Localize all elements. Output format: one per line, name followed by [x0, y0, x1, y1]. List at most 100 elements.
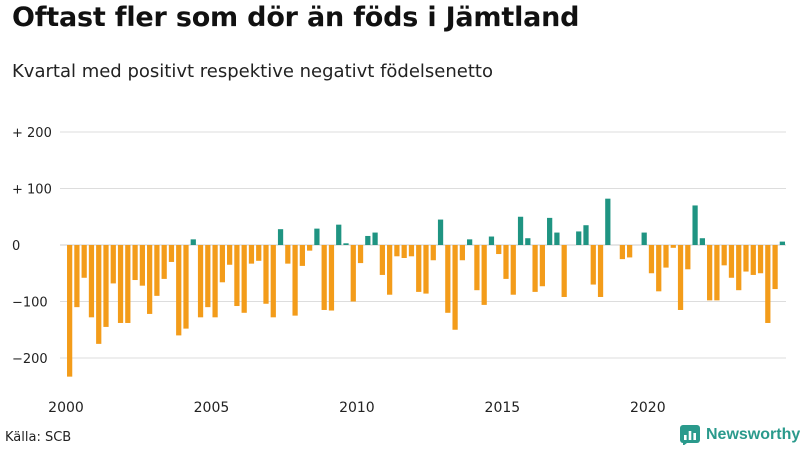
- y-tick-label: −200: [12, 352, 48, 367]
- bar-2005-q1: [212, 245, 218, 318]
- bar-2004-q3: [197, 245, 204, 318]
- bar-2004-q2: [190, 239, 196, 245]
- bar-2015-q3: [517, 216, 524, 245]
- bar-2013-q2: [452, 245, 458, 330]
- bar-2012-q2: [423, 245, 429, 294]
- bar-2002-q4: [147, 245, 153, 314]
- bar-2004-q1: [183, 245, 189, 329]
- y-tick-label: + 100: [12, 183, 52, 198]
- newsworthy-logo-icon: [680, 425, 700, 445]
- bar-2018-q3: [605, 198, 611, 245]
- bar-2024-q2: [772, 245, 778, 290]
- bar-2014-q3: [488, 236, 495, 245]
- bar-2008-q4: [321, 245, 327, 310]
- bar-2010-q2: [365, 235, 371, 245]
- source-note: Källa: SCB: [5, 430, 72, 445]
- chart-subtitle: Kvartal med positivt respektive negativt…: [12, 61, 493, 82]
- bar-2011-q2: [394, 245, 400, 257]
- bar-2007-q4: [292, 245, 298, 316]
- brand-logo: Newsworthy: [680, 425, 800, 445]
- bar-2002-q2: [132, 245, 138, 281]
- bar-2005-q2: [219, 245, 225, 283]
- x-tick-label: 2020: [630, 400, 666, 416]
- bar-2012-q4: [437, 219, 444, 245]
- bar-2020-q3: [663, 245, 669, 268]
- bar-2003-q4: [176, 245, 182, 336]
- bar-2022-q2: [714, 245, 720, 301]
- bar-2009-q3: [343, 243, 349, 245]
- bar-2003-q1: [154, 245, 160, 296]
- bar-2011-q4: [408, 245, 415, 257]
- bar-2021-q2: [685, 245, 691, 270]
- bar-2016-q1: [532, 245, 538, 292]
- bar-2006-q3: [256, 245, 262, 261]
- bar-2023-q1: [736, 245, 742, 291]
- bar-2001-q4: [117, 245, 124, 323]
- bar-2008-q3: [314, 228, 320, 245]
- x-tick-label: 2015: [485, 400, 521, 416]
- bar-2023-q4: [757, 245, 764, 274]
- bar-2006-q1: [241, 245, 247, 313]
- bar-2015-q4: [525, 238, 531, 245]
- bar-2020-q1: [648, 245, 655, 274]
- bar-2010-q1: [357, 245, 364, 264]
- bar-2011-q1: [387, 245, 393, 295]
- bar-2008-q2: [307, 245, 313, 251]
- y-tick-label: −100: [12, 296, 48, 311]
- bar-2004-q4: [205, 245, 211, 308]
- bar-2024-q1: [765, 245, 771, 323]
- bar-2016-q4: [554, 232, 560, 245]
- x-tick-label: 2000: [48, 400, 84, 416]
- bar-2007-q3: [285, 245, 291, 264]
- bar-2015-q1: [503, 245, 509, 279]
- x-tick-label: 2005: [194, 400, 230, 416]
- bar-2019-q1: [619, 245, 625, 260]
- bar-2013-q4: [467, 239, 473, 245]
- bar-2014-q1: [474, 245, 480, 291]
- bar-2017-q4: [583, 225, 589, 245]
- bar-2005-q3: [227, 245, 233, 265]
- bar-2015-q2: [510, 245, 516, 295]
- bar-2020-q2: [656, 245, 662, 292]
- bar-2017-q1: [561, 245, 567, 297]
- bar-2005-q4: [234, 245, 240, 307]
- bar-2010-q4: [379, 245, 385, 275]
- bar-2000-q2: [74, 245, 80, 308]
- bar-2002-q3: [139, 245, 145, 286]
- bar-2016-q3: [547, 217, 553, 245]
- bar-2021-q4: [699, 238, 705, 245]
- bar-2000-q1: [67, 245, 73, 377]
- x-tick-label: 2010: [339, 400, 375, 416]
- bar-2023-q3: [750, 245, 756, 275]
- bar-2022-q1: [707, 245, 713, 301]
- bar-2023-q2: [743, 245, 749, 272]
- bar-2003-q3: [168, 245, 175, 262]
- bar-2009-q4: [350, 245, 356, 302]
- bar-2000-q3: [81, 245, 87, 278]
- bar-2013-q1: [445, 245, 451, 313]
- bar-2007-q1: [270, 245, 276, 318]
- bar-2019-q2: [627, 245, 633, 258]
- bar-2002-q1: [125, 245, 131, 323]
- bar-2006-q2: [248, 245, 255, 264]
- bar-2016-q2: [539, 245, 545, 287]
- bar-2021-q1: [677, 245, 684, 310]
- bar-2014-q2: [481, 245, 487, 305]
- bar-2018-q2: [597, 245, 604, 297]
- bar-2012-q3: [430, 245, 436, 261]
- bar-2008-q1: [299, 245, 305, 266]
- bar-2009-q1: [328, 245, 335, 311]
- bar-2003-q2: [161, 245, 167, 279]
- y-tick-label: + 200: [12, 126, 52, 141]
- bar-2018-q1: [590, 245, 596, 285]
- bar-2014-q4: [496, 245, 502, 255]
- y-tick-label: 0: [12, 239, 20, 254]
- bar-2011-q3: [401, 245, 407, 258]
- bar-2013-q3: [459, 245, 465, 261]
- bar-2000-q4: [88, 245, 95, 318]
- bar-2024-q3: [779, 241, 785, 245]
- bar-2009-q2: [336, 224, 342, 245]
- bar-2020-q4: [670, 245, 676, 248]
- bar-2022-q4: [728, 245, 735, 278]
